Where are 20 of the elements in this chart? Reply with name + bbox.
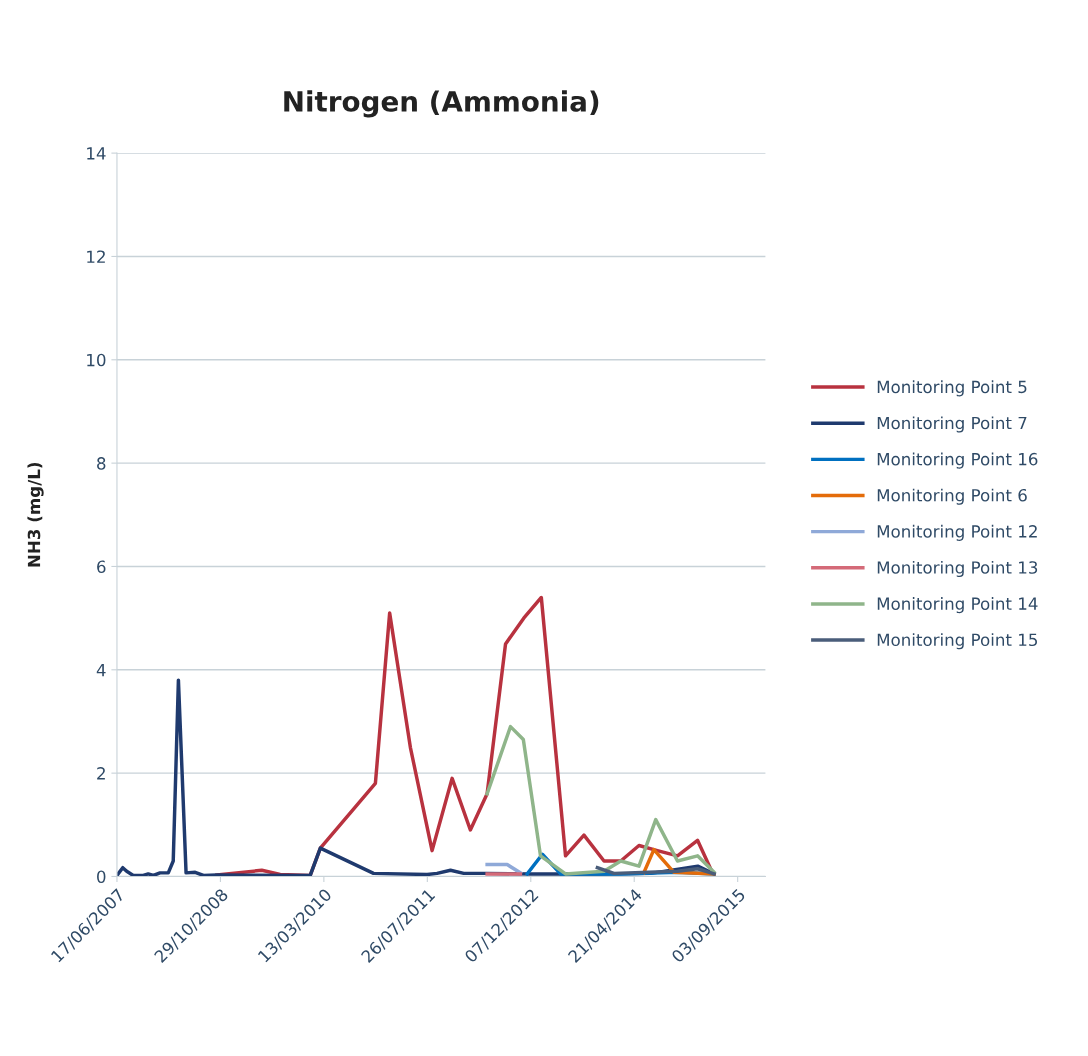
legend-label: Monitoring Point 6	[877, 488, 1027, 505]
line-series	[485, 724, 716, 876]
y-tick-label: 10	[87, 353, 106, 367]
y-tick-label: 8	[97, 457, 106, 470]
y-tick-label: 14	[87, 147, 106, 160]
legend-label: Monitoring Point 7	[877, 416, 1027, 433]
legend-label: Monitoring Point 13	[877, 560, 1038, 578]
y-tick-label: 2	[97, 767, 105, 780]
legend-label: Monitoring Point 12	[877, 524, 1037, 541]
line-series	[595, 865, 716, 876]
legend-label: Monitoring Point 14	[877, 597, 1038, 614]
y-axis-title: NH3 (mg/L)	[27, 462, 44, 567]
y-tick-label: 4	[96, 663, 106, 677]
chart-title: Nitrogen (Ammonia)	[284, 90, 599, 118]
legend-label: Monitoring Point 5	[877, 380, 1027, 397]
y-tick-label: 0	[97, 870, 106, 884]
y-tick-label: 6	[97, 560, 106, 574]
legend-label: Monitoring Point 15	[877, 633, 1038, 650]
legend-label: Monitoring Point 16	[877, 452, 1038, 469]
y-tick-label: 12	[87, 250, 105, 263]
